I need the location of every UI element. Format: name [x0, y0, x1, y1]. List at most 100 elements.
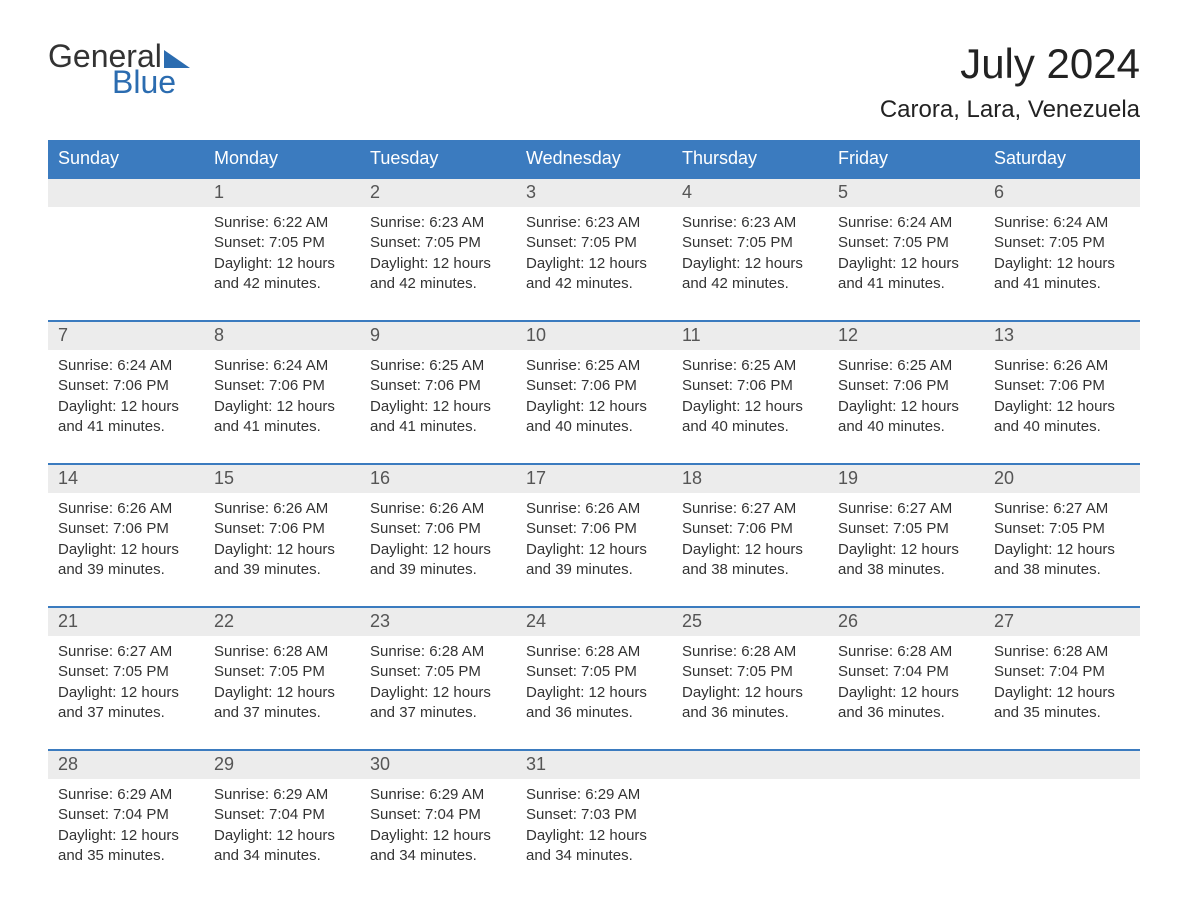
cell-line: Sunrise: 6:28 AM [994, 642, 1130, 662]
cell-body: Sunrise: 6:23 AMSunset: 7:05 PMDaylight:… [516, 207, 672, 302]
cell-line: Sunrise: 6:22 AM [214, 213, 350, 233]
cell-line: Daylight: 12 hours [994, 683, 1130, 703]
calendar-cell: 18Sunrise: 6:27 AMSunset: 7:06 PMDayligh… [672, 465, 828, 588]
cell-line: Sunset: 7:06 PM [526, 376, 662, 396]
day-number: 31 [516, 751, 672, 779]
cell-line: Daylight: 12 hours [526, 826, 662, 846]
calendar-cell: 8Sunrise: 6:24 AMSunset: 7:06 PMDaylight… [204, 322, 360, 445]
calendar-cell: 29Sunrise: 6:29 AMSunset: 7:04 PMDayligh… [204, 751, 360, 874]
calendar: SundayMondayTuesdayWednesdayThursdayFrid… [48, 140, 1140, 874]
cell-line: and 40 minutes. [526, 417, 662, 437]
calendar-cell: 12Sunrise: 6:25 AMSunset: 7:06 PMDayligh… [828, 322, 984, 445]
cell-body: Sunrise: 6:29 AMSunset: 7:04 PMDaylight:… [360, 779, 516, 874]
cell-body: Sunrise: 6:28 AMSunset: 7:05 PMDaylight:… [360, 636, 516, 731]
cell-line: Daylight: 12 hours [838, 254, 974, 274]
cell-line: Sunset: 7:04 PM [370, 805, 506, 825]
day-number: 21 [48, 608, 204, 636]
day-number: 8 [204, 322, 360, 350]
day-number: 15 [204, 465, 360, 493]
cell-line: and 34 minutes. [526, 846, 662, 866]
cell-line: Daylight: 12 hours [526, 540, 662, 560]
day-number: 3 [516, 179, 672, 207]
day-header: Monday [204, 140, 360, 177]
cell-line: Sunset: 7:05 PM [994, 519, 1130, 539]
day-number: 2 [360, 179, 516, 207]
cell-line: Sunrise: 6:24 AM [214, 356, 350, 376]
day-header: Tuesday [360, 140, 516, 177]
calendar-cell: 31Sunrise: 6:29 AMSunset: 7:03 PMDayligh… [516, 751, 672, 874]
cell-line: Daylight: 12 hours [214, 826, 350, 846]
cell-line: Sunset: 7:05 PM [838, 519, 974, 539]
cell-line: and 40 minutes. [838, 417, 974, 437]
cell-line: Sunrise: 6:26 AM [994, 356, 1130, 376]
cell-line: Sunset: 7:06 PM [526, 519, 662, 539]
title-block: July 2024 Carora, Lara, Venezuela [880, 40, 1140, 124]
cell-line: Sunrise: 6:29 AM [370, 785, 506, 805]
calendar-cell [984, 751, 1140, 874]
cell-body [48, 207, 204, 221]
cell-line: and 40 minutes. [994, 417, 1130, 437]
cell-line: Sunrise: 6:29 AM [58, 785, 194, 805]
cell-body: Sunrise: 6:25 AMSunset: 7:06 PMDaylight:… [360, 350, 516, 445]
cell-line: Sunset: 7:05 PM [214, 233, 350, 253]
day-number [48, 179, 204, 207]
cell-line: and 39 minutes. [214, 560, 350, 580]
cell-body: Sunrise: 6:28 AMSunset: 7:04 PMDaylight:… [984, 636, 1140, 731]
cell-line: Sunrise: 6:24 AM [58, 356, 194, 376]
calendar-cell [828, 751, 984, 874]
cell-line: and 36 minutes. [526, 703, 662, 723]
cell-body: Sunrise: 6:26 AMSunset: 7:06 PMDaylight:… [984, 350, 1140, 445]
calendar-cell: 21Sunrise: 6:27 AMSunset: 7:05 PMDayligh… [48, 608, 204, 731]
cell-line: Daylight: 12 hours [370, 254, 506, 274]
cell-line: Sunset: 7:05 PM [370, 662, 506, 682]
cell-line: Daylight: 12 hours [214, 683, 350, 703]
cell-line: Daylight: 12 hours [838, 683, 974, 703]
day-number: 16 [360, 465, 516, 493]
day-number: 25 [672, 608, 828, 636]
cell-line: Sunset: 7:06 PM [994, 376, 1130, 396]
cell-line: and 38 minutes. [838, 560, 974, 580]
day-header: Thursday [672, 140, 828, 177]
cell-line: Sunrise: 6:25 AM [370, 356, 506, 376]
day-number: 28 [48, 751, 204, 779]
cell-line: Daylight: 12 hours [526, 254, 662, 274]
cell-line: Daylight: 12 hours [370, 683, 506, 703]
cell-line: Sunrise: 6:23 AM [526, 213, 662, 233]
cell-line: and 41 minutes. [214, 417, 350, 437]
cell-line: and 42 minutes. [370, 274, 506, 294]
cell-line: Sunset: 7:05 PM [526, 233, 662, 253]
day-number: 29 [204, 751, 360, 779]
cell-line: Sunset: 7:05 PM [682, 233, 818, 253]
day-number [984, 751, 1140, 779]
cell-line: Daylight: 12 hours [682, 540, 818, 560]
cell-line: Sunrise: 6:27 AM [682, 499, 818, 519]
cell-line: Sunrise: 6:25 AM [838, 356, 974, 376]
day-number: 5 [828, 179, 984, 207]
cell-line: Sunset: 7:05 PM [994, 233, 1130, 253]
cell-line: Sunset: 7:05 PM [838, 233, 974, 253]
calendar-cell: 6Sunrise: 6:24 AMSunset: 7:05 PMDaylight… [984, 179, 1140, 302]
location-label: Carora, Lara, Venezuela [880, 96, 1140, 124]
cell-line: and 34 minutes. [214, 846, 350, 866]
cell-body: Sunrise: 6:28 AMSunset: 7:04 PMDaylight:… [828, 636, 984, 731]
day-number: 11 [672, 322, 828, 350]
cell-line: and 35 minutes. [58, 846, 194, 866]
cell-body: Sunrise: 6:23 AMSunset: 7:05 PMDaylight:… [360, 207, 516, 302]
cell-line: Sunset: 7:06 PM [370, 519, 506, 539]
calendar-cell: 26Sunrise: 6:28 AMSunset: 7:04 PMDayligh… [828, 608, 984, 731]
cell-line: Daylight: 12 hours [682, 683, 818, 703]
cell-body: Sunrise: 6:28 AMSunset: 7:05 PMDaylight:… [672, 636, 828, 731]
cell-body [984, 779, 1140, 793]
cell-line: Sunrise: 6:25 AM [526, 356, 662, 376]
cell-line: Sunrise: 6:27 AM [838, 499, 974, 519]
calendar-cell: 1Sunrise: 6:22 AMSunset: 7:05 PMDaylight… [204, 179, 360, 302]
brand-logo: General Blue [48, 40, 190, 98]
cell-body: Sunrise: 6:24 AMSunset: 7:05 PMDaylight:… [828, 207, 984, 302]
cell-body: Sunrise: 6:27 AMSunset: 7:06 PMDaylight:… [672, 493, 828, 588]
cell-body: Sunrise: 6:24 AMSunset: 7:05 PMDaylight:… [984, 207, 1140, 302]
day-number: 1 [204, 179, 360, 207]
cell-line: Sunrise: 6:26 AM [370, 499, 506, 519]
cell-line: Daylight: 12 hours [214, 540, 350, 560]
cell-body: Sunrise: 6:29 AMSunset: 7:04 PMDaylight:… [204, 779, 360, 874]
day-number: 20 [984, 465, 1140, 493]
